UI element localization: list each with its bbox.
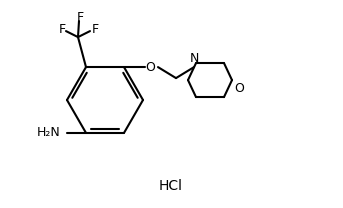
Text: F: F bbox=[58, 23, 66, 36]
Text: H₂N: H₂N bbox=[37, 126, 61, 139]
Text: F: F bbox=[76, 11, 84, 24]
Text: N: N bbox=[189, 52, 199, 65]
Text: O: O bbox=[234, 82, 244, 95]
Text: HCl: HCl bbox=[159, 179, 183, 193]
Text: F: F bbox=[92, 23, 98, 36]
Text: O: O bbox=[145, 61, 155, 74]
